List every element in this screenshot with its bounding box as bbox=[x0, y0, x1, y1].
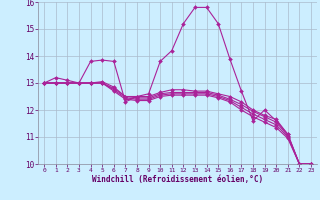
X-axis label: Windchill (Refroidissement éolien,°C): Windchill (Refroidissement éolien,°C) bbox=[92, 175, 263, 184]
